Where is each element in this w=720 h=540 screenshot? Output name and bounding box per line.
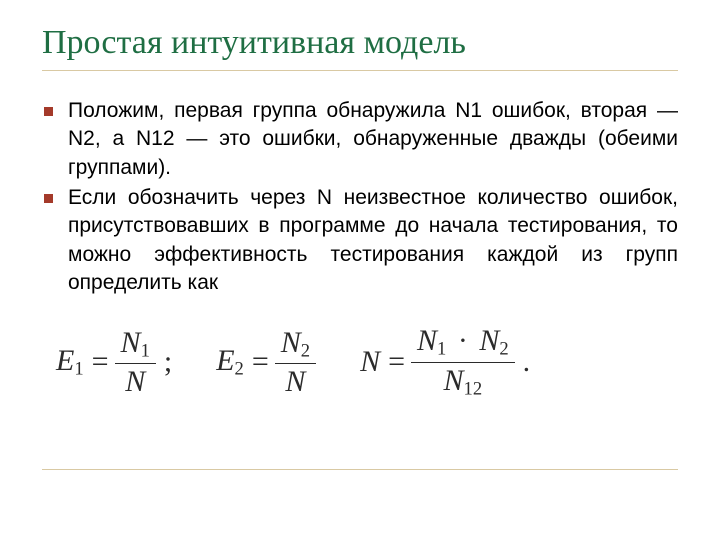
title-underline [42,70,678,71]
equation-n: N = N1 · N2 N12 . [360,325,530,398]
equation-e1: E1 = N1 N ; [56,327,172,398]
bullet-list: Положим, первая группа обнаружила N1 оши… [42,97,678,297]
slide-title: Простая интуитивная модель [42,24,678,62]
formula-row: E1 = N1 N ; E2 = N2 N N = N1 · N2 N12 . [42,325,678,398]
list-item: Положим, первая группа обнаружила N1 оши… [42,97,678,182]
equation-e2: E2 = N2 N [216,327,316,398]
footer-rule [42,469,678,470]
list-item: Если обозначить через N неизвестное коли… [42,184,678,297]
